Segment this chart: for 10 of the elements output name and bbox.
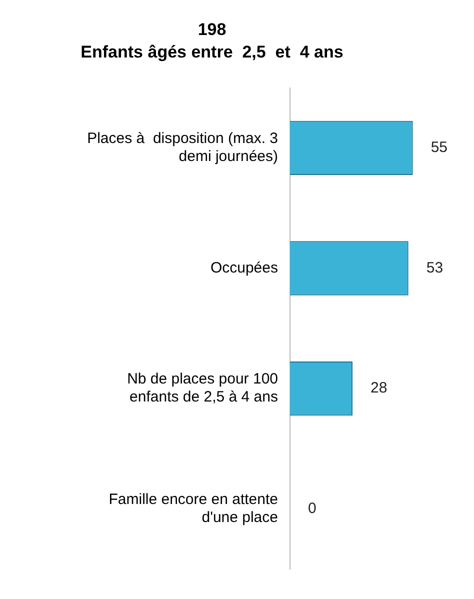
y-tick-label: Occupées — [210, 259, 278, 276]
data-label: 0 — [308, 500, 316, 517]
data-label: 55 — [430, 139, 448, 156]
data-label: 28 — [370, 380, 388, 397]
y-tick-label: Nb de places pour 100 enfants de 2,5 à 4 ans — [127, 370, 278, 406]
chart-subtitle: Enfants âgés entre 2,5 et 4 ans — [80, 42, 344, 62]
y-tick-label: Places à disposition (max. 3 demi journées) — [87, 130, 278, 166]
y-tick-label: Famille encore en attente d'une place — [108, 490, 278, 526]
data-label: 53 — [426, 259, 444, 276]
chart-title: 198 — [198, 20, 226, 39]
